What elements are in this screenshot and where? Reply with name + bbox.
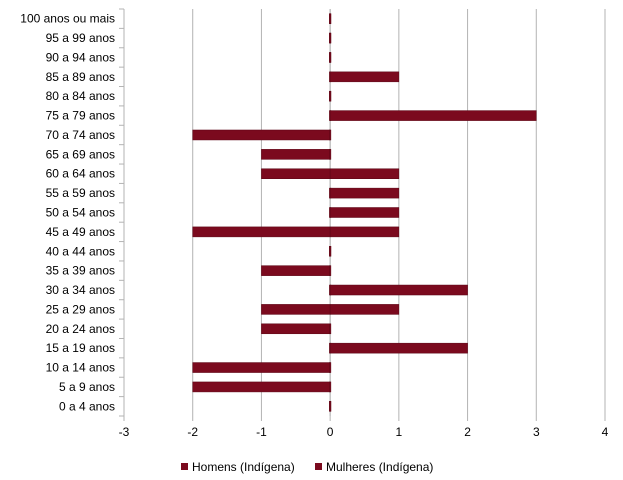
bars	[192, 13, 537, 412]
y-tick-label: 90 a 94 anos	[46, 50, 115, 64]
bar-homens	[192, 129, 331, 141]
bar-homens	[192, 381, 331, 393]
y-tick-label: 50 a 54 anos	[46, 206, 115, 220]
y-tick-label: 75 a 79 anos	[46, 109, 115, 123]
bar-mulheres	[329, 168, 400, 179]
bar-mulheres	[329, 246, 332, 257]
bar-mulheres	[329, 284, 468, 296]
y-tick-label: 20 a 24 anos	[46, 322, 115, 336]
bar-mulheres	[329, 32, 332, 44]
y-axis-tick-labels: 0 a 4 anos 5 a 9 anos 10 a 14 anos 15 a 19 …	[20, 12, 115, 414]
y-tick-label: 10 a 14 anos	[46, 361, 115, 375]
bar-homens	[261, 168, 331, 179]
legend: Homens (Indígena) Mulheres (Indígena)	[181, 460, 433, 474]
y-tick-label: 40 a 44 anos	[46, 244, 115, 258]
bar-homens	[261, 149, 331, 160]
bar-homens	[192, 226, 331, 238]
bar-mulheres	[329, 362, 332, 373]
y-tick-label: 45 a 49 anos	[46, 225, 115, 239]
bar-mulheres	[329, 71, 400, 83]
bar-homens	[261, 265, 331, 276]
x-tick-label: 4	[602, 425, 609, 439]
y-tick-label: 30 a 34 anos	[46, 283, 115, 297]
legend-swatch-homens	[181, 463, 188, 470]
y-tick-label: 15 a 19 anos	[46, 341, 115, 355]
bar-mulheres	[329, 52, 332, 63]
x-tick-label: 1	[396, 425, 403, 439]
bar-homens	[192, 362, 331, 373]
bar-mulheres	[329, 110, 537, 121]
y-tick-label: 25 a 29 anos	[46, 302, 115, 316]
x-tick-label: 3	[533, 425, 540, 439]
y-tick-label: 35 a 39 anos	[46, 264, 115, 278]
bar-mulheres	[329, 304, 400, 315]
bar-mulheres	[329, 187, 400, 199]
y-tick-label: 80 a 84 anos	[46, 89, 115, 103]
y-tick-label: 60 a 64 anos	[46, 167, 115, 181]
y-tick-label: 0 a 4 anos	[59, 399, 115, 413]
bar-mulheres	[329, 265, 332, 276]
bar-mulheres	[329, 323, 332, 335]
bar-mulheres	[329, 226, 400, 238]
y-tick-label: 65 a 69 anos	[46, 147, 115, 161]
x-tick-label: 2	[464, 425, 471, 439]
y-tick-label: 85 a 89 anos	[46, 70, 115, 84]
bar-mulheres	[329, 381, 332, 393]
bar-homens	[261, 304, 331, 315]
x-tick-label: -1	[256, 425, 267, 439]
bar-mulheres	[329, 129, 332, 141]
x-tick-label: -2	[187, 425, 198, 439]
bar-mulheres	[329, 13, 332, 24]
legend-swatch-mulheres	[315, 463, 322, 470]
x-axis-tick-labels: -3 -2 -1 0 1 2 3 4	[119, 425, 609, 439]
bar-mulheres	[329, 401, 332, 412]
y-tick-label: 5 a 9 anos	[59, 380, 115, 394]
bar-mulheres	[329, 342, 468, 354]
x-tick-label: -3	[119, 425, 130, 439]
bar-mulheres	[329, 90, 332, 102]
legend-label-homens: Homens (Indígena)	[192, 460, 295, 474]
legend-label-mulheres: Mulheres (Indígena)	[326, 460, 433, 474]
x-tick-label: 0	[327, 425, 334, 439]
y-tick-label: 100 anos ou mais	[20, 12, 115, 26]
bar-mulheres	[329, 207, 400, 218]
y-tick-label: 70 a 74 anos	[46, 128, 115, 142]
bar-mulheres	[329, 149, 332, 160]
y-tick-label: 55 a 59 anos	[46, 186, 115, 200]
bar-homens	[261, 323, 331, 335]
y-tick-label: 95 a 99 anos	[46, 31, 115, 45]
